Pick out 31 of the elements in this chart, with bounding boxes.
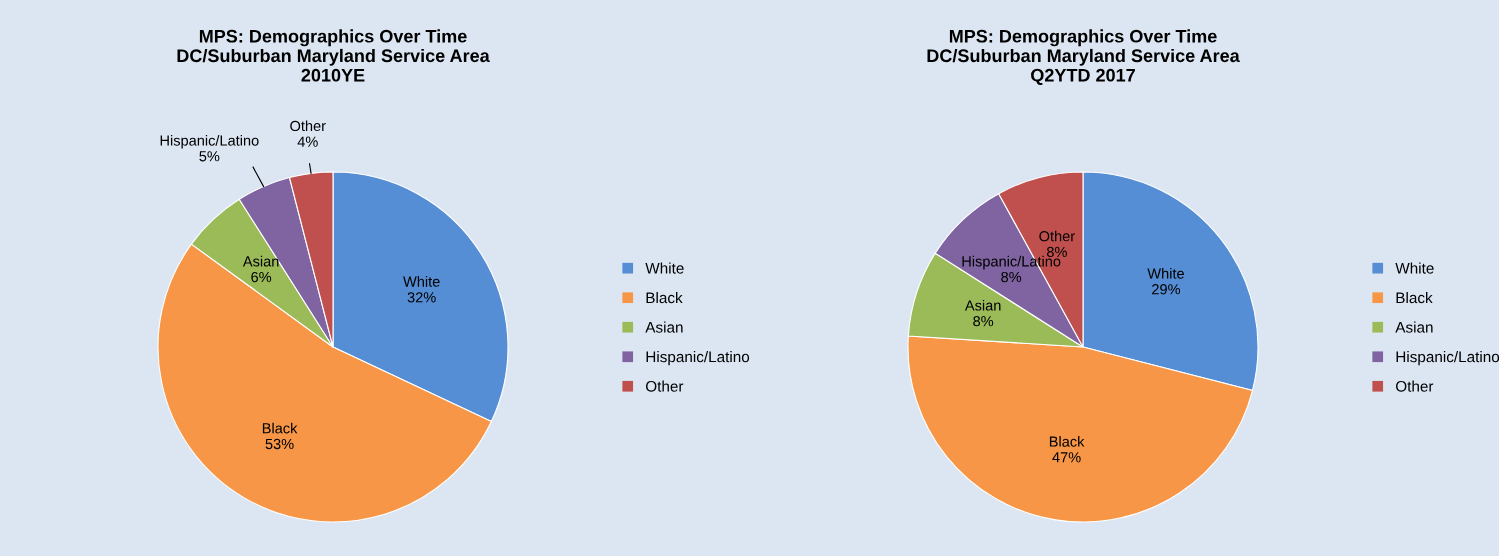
data-label: 47% bbox=[1052, 452, 1081, 463]
data-label: 4% bbox=[297, 136, 318, 147]
legend-label: Black bbox=[1396, 291, 1433, 304]
legend-label: White bbox=[1395, 262, 1434, 274]
slice-label: Other bbox=[1039, 230, 1075, 242]
legend-label: Asian bbox=[645, 321, 683, 333]
data-label: 8% bbox=[973, 316, 994, 327]
data-label: 32% bbox=[407, 292, 436, 303]
data-label: 29% bbox=[1152, 284, 1181, 295]
slice-label: Hispanic/Latino bbox=[160, 134, 259, 149]
legend-label: Hispanic/Latino bbox=[646, 351, 750, 366]
data-label: 6% bbox=[251, 271, 272, 283]
slice-label: Other bbox=[290, 120, 326, 132]
legend-label: White bbox=[645, 262, 684, 274]
legend-label: Black bbox=[646, 291, 683, 304]
slice-label: Asian bbox=[242, 255, 279, 267]
chart-title: MPS: Demographics Over Time DC/Suburban Maryland Service Area Q2YTD 2017 bbox=[927, 29, 1240, 85]
legend-label: Other bbox=[646, 380, 684, 392]
slice-label: Asian bbox=[964, 299, 1001, 311]
slice-label: Black bbox=[262, 422, 298, 434]
data-label: 53% bbox=[265, 438, 294, 450]
legend-label: Other bbox=[1396, 380, 1434, 392]
legend-label: Hispanic/Latino bbox=[1396, 351, 1499, 366]
data-label: 8% bbox=[1001, 271, 1022, 283]
data-label: 5% bbox=[199, 151, 220, 162]
chart-title: MPS: Demographics Over Time DC/Suburban Maryland Service Area 2010YE bbox=[177, 29, 490, 82]
legend-label: Asian bbox=[1395, 321, 1433, 333]
slice-label: White bbox=[403, 276, 440, 287]
slice-label: Black bbox=[1049, 436, 1085, 447]
data-label: 8% bbox=[1046, 246, 1067, 258]
slice-label: White bbox=[1147, 267, 1184, 279]
